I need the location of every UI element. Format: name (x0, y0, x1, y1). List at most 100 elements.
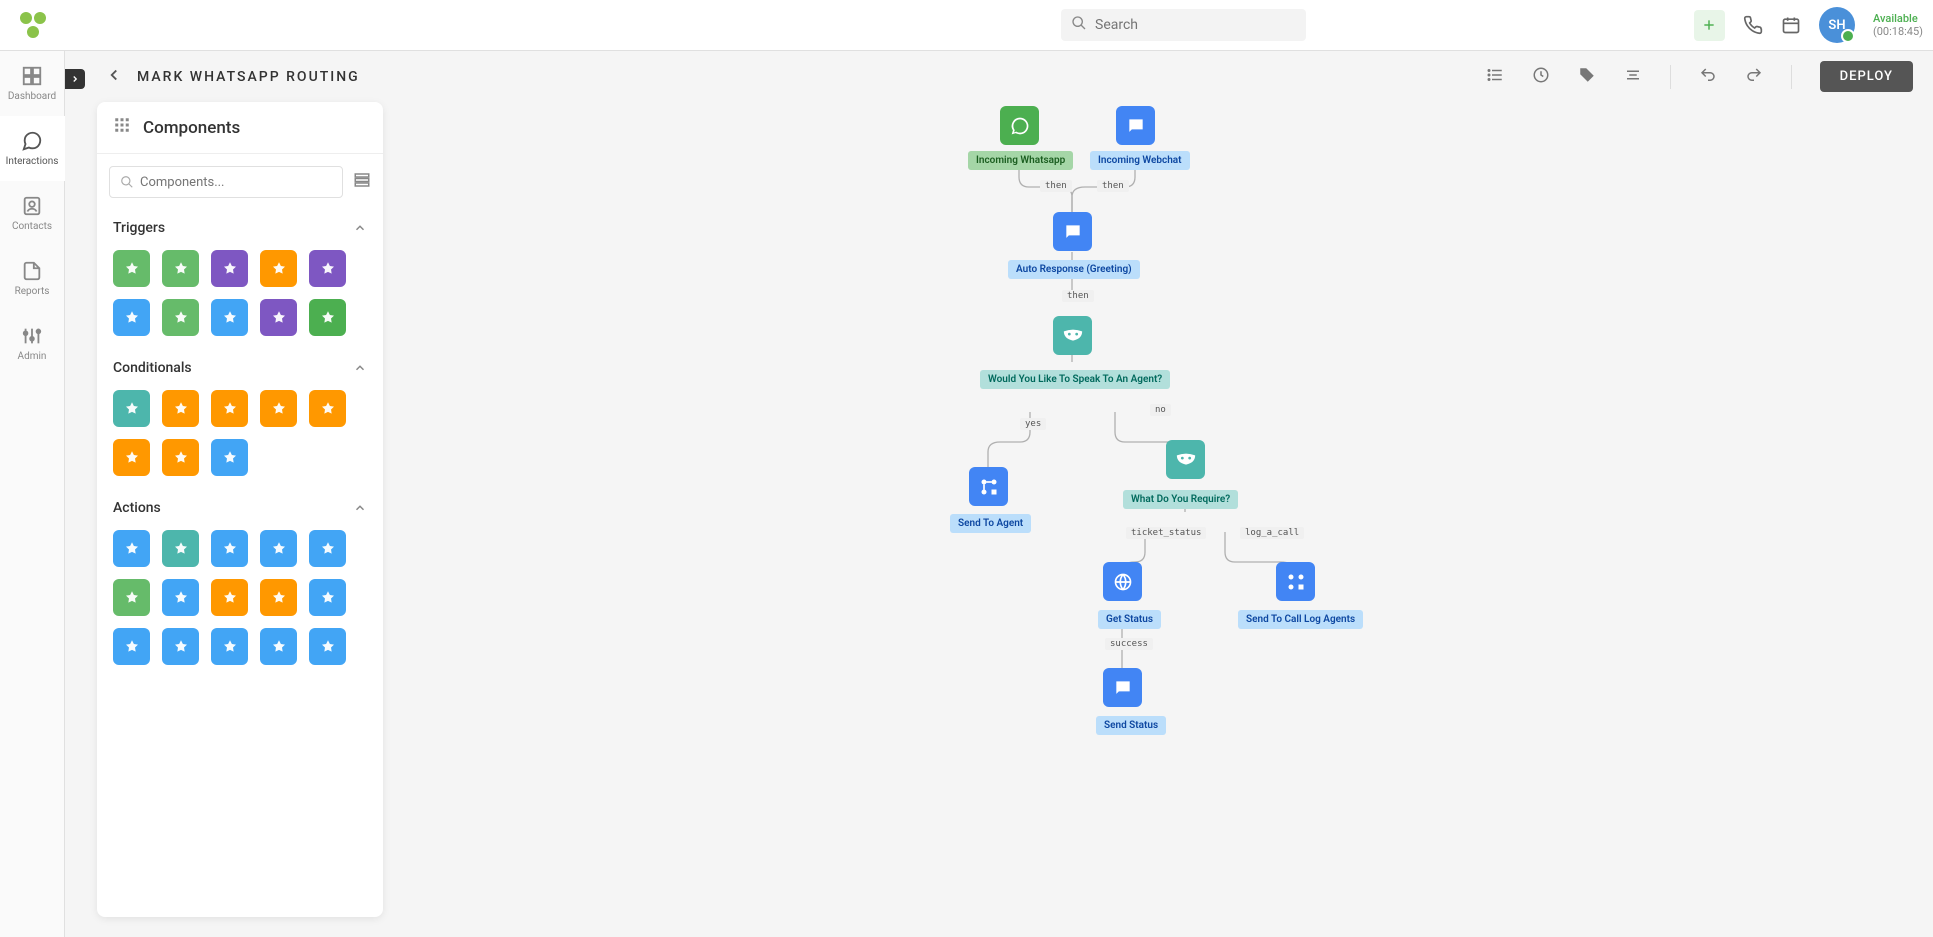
component-tile[interactable] (113, 250, 150, 287)
nav-dashboard[interactable]: Dashboard (0, 51, 65, 116)
nav-label: Interactions (6, 156, 59, 167)
component-tile[interactable] (260, 628, 297, 665)
node-incoming-whatsapp-icon[interactable] (1000, 106, 1039, 145)
align-icon[interactable] (1624, 66, 1642, 88)
section-actions[interactable]: Actions (109, 490, 371, 526)
component-tile[interactable] (211, 390, 248, 427)
component-tile[interactable] (113, 390, 150, 427)
user-avatar[interactable]: SH (1819, 7, 1855, 43)
component-tile[interactable] (162, 250, 199, 287)
conditionals-grid (109, 386, 371, 490)
component-tile[interactable] (162, 628, 199, 665)
component-tile[interactable] (162, 439, 199, 476)
nav-reports[interactable]: Reports (0, 246, 65, 311)
node-globe-icon[interactable] (1103, 562, 1142, 601)
node-incoming-webchat-icon[interactable] (1116, 106, 1155, 145)
nav-admin[interactable]: Admin (0, 311, 65, 376)
node-send-status-icon[interactable] (1103, 668, 1142, 707)
component-tile[interactable] (309, 530, 346, 567)
add-button[interactable] (1694, 10, 1725, 41)
component-tile[interactable] (260, 250, 297, 287)
node-get-status-label[interactable]: Get Status (1098, 610, 1161, 629)
node-label: Incoming Whatsapp (968, 151, 1073, 170)
list-icon[interactable] (1486, 66, 1504, 88)
phone-icon[interactable] (1743, 15, 1763, 35)
search-icon (1071, 15, 1087, 35)
undo-icon[interactable] (1699, 66, 1717, 88)
view-toggle-icon[interactable] (353, 171, 371, 193)
components-panel: Components Triggers Conditionals Actions (97, 102, 383, 917)
node-incoming-whatsapp-label[interactable]: Incoming Whatsapp (968, 151, 1073, 170)
node-send-to-agent-icon[interactable] (969, 467, 1008, 506)
component-tile[interactable] (113, 439, 150, 476)
presence-label: Available (1873, 12, 1923, 25)
titlebar: MARK WHATSAPP ROUTING DEPLOY (85, 51, 1933, 102)
component-tile[interactable] (113, 530, 150, 567)
expand-nav-button[interactable] (65, 69, 85, 89)
component-tile[interactable] (113, 579, 150, 616)
section-triggers[interactable]: Triggers (109, 210, 371, 246)
nav-label: Admin (18, 351, 47, 362)
edge-label-then: then (1040, 180, 1072, 192)
component-tile[interactable] (260, 579, 297, 616)
component-tile[interactable] (309, 628, 346, 665)
component-tile[interactable] (162, 530, 199, 567)
component-tile[interactable] (211, 579, 248, 616)
left-nav: Dashboard Interactions Contacts Reports … (0, 51, 65, 937)
global-search[interactable] (1061, 9, 1306, 41)
back-button[interactable] (105, 66, 123, 88)
redo-icon[interactable] (1745, 66, 1763, 88)
node-chat-1[interactable] (1053, 212, 1092, 251)
actions-grid (109, 526, 371, 679)
node-send-to-agent-label[interactable]: Send To Agent (950, 514, 1031, 533)
component-tile[interactable] (113, 299, 150, 336)
node-speak-agent-label[interactable]: Would You Like To Speak To An Agent? (980, 370, 1170, 389)
component-tile[interactable] (211, 299, 248, 336)
topbar-actions: SH Available (00:18:45) (1694, 7, 1923, 43)
nav-label: Dashboard (8, 91, 56, 102)
panel-search[interactable] (109, 166, 343, 198)
node-mask-1[interactable] (1053, 316, 1092, 355)
component-tile[interactable] (260, 530, 297, 567)
chevron-up-icon (353, 221, 367, 235)
node-auto-response-label[interactable]: Auto Response (Greeting) (1008, 260, 1140, 279)
panel-search-input[interactable] (140, 175, 332, 190)
node-label: Get Status (1098, 610, 1161, 629)
component-tile[interactable] (309, 299, 346, 336)
component-tile[interactable] (211, 439, 248, 476)
history-icon[interactable] (1532, 66, 1550, 88)
component-tile[interactable] (211, 628, 248, 665)
tag-icon[interactable] (1578, 66, 1596, 88)
chevron-up-icon (353, 361, 367, 375)
node-label: Incoming Webchat (1090, 151, 1190, 170)
nav-interactions[interactable]: Interactions (0, 116, 65, 181)
presence-status[interactable]: Available (00:18:45) (1873, 12, 1923, 38)
node-incoming-webchat-label[interactable]: Incoming Webchat (1090, 151, 1190, 170)
deploy-button[interactable]: DEPLOY (1820, 61, 1913, 92)
flow-canvas[interactable]: Incoming Whatsapp Incoming Webchat then … (400, 102, 1913, 917)
component-tile[interactable] (309, 250, 346, 287)
component-tile[interactable] (162, 579, 199, 616)
section-conditionals[interactable]: Conditionals (109, 350, 371, 386)
node-send-status-label[interactable]: Send Status (1096, 716, 1166, 735)
component-tile[interactable] (162, 390, 199, 427)
component-tile[interactable] (162, 299, 199, 336)
component-tile[interactable] (113, 628, 150, 665)
global-search-input[interactable] (1095, 17, 1296, 33)
nav-contacts[interactable]: Contacts (0, 181, 65, 246)
component-tile[interactable] (260, 299, 297, 336)
component-tile[interactable] (211, 530, 248, 567)
component-tile[interactable] (309, 579, 346, 616)
component-tile[interactable] (211, 250, 248, 287)
panel-header: Components (97, 102, 383, 154)
node-mask-2[interactable] (1166, 440, 1205, 479)
node-process-2[interactable] (1276, 562, 1315, 601)
presence-time: (00:18:45) (1873, 25, 1923, 38)
section-label: Actions (113, 500, 161, 516)
component-tile[interactable] (260, 390, 297, 427)
node-what-require-label[interactable]: What Do You Require? (1123, 490, 1238, 509)
node-label: What Do You Require? (1123, 490, 1238, 509)
component-tile[interactable] (309, 390, 346, 427)
calendar-icon[interactable] (1781, 15, 1801, 35)
node-send-call-log-label[interactable]: Send To Call Log Agents (1238, 610, 1363, 629)
